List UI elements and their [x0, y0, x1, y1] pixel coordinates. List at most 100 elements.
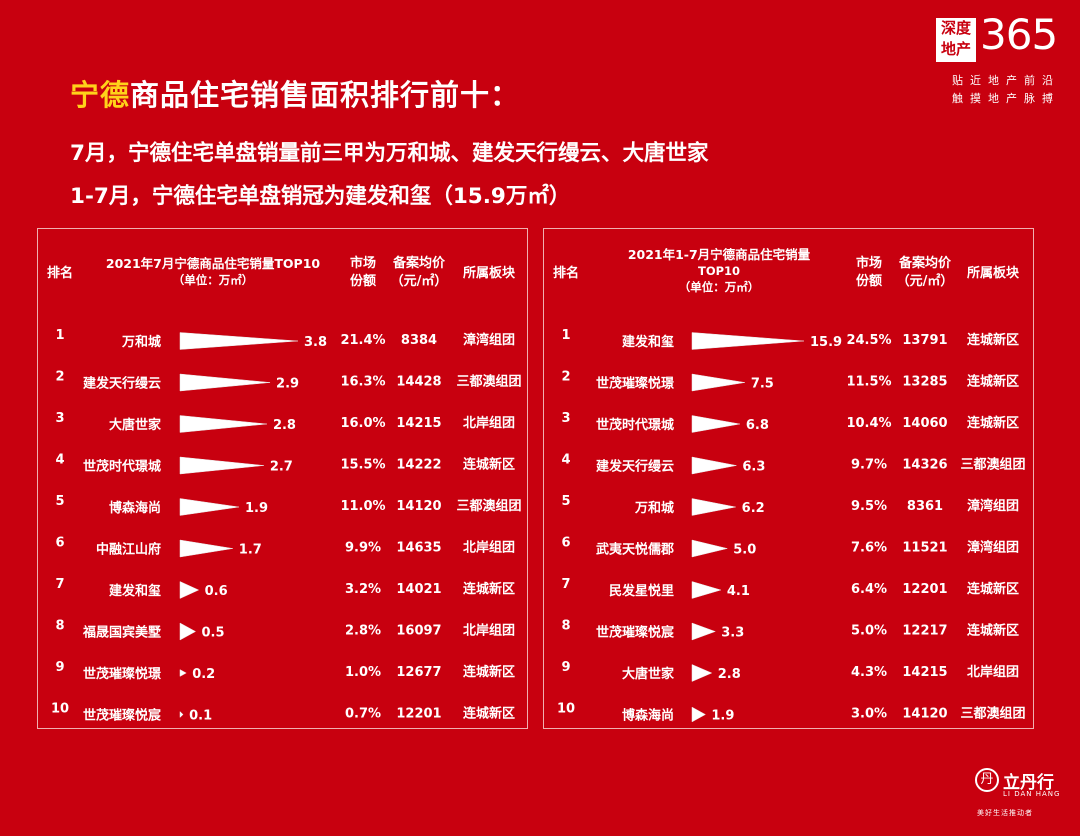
- brand-slogan-2: 触摸地产脉搏: [952, 92, 1060, 105]
- project-name-label: 世茂璀璨悦宸: [596, 625, 675, 641]
- project-name-label: 世茂璀璨悦宸: [83, 708, 162, 724]
- chart-title-3: （单位：万㎡）: [679, 280, 760, 294]
- sales-area-data-label: 0.5: [202, 626, 225, 641]
- col-price-header-2: （元/㎡）: [391, 273, 448, 289]
- project-name-label: 武夷天悦儒郡: [596, 542, 674, 558]
- rank-label: 2: [561, 370, 570, 385]
- project-name-label: 万和城: [121, 334, 161, 350]
- sales-area-data-label: 2.8: [273, 418, 296, 433]
- col-district-header: 所属板块: [463, 265, 516, 281]
- avg-price-label: 14021: [396, 582, 441, 597]
- project-name-label: 博森海尚: [622, 708, 674, 724]
- district-label: 北岸组团: [463, 623, 515, 639]
- sales-area-data-label: 6.8: [746, 418, 769, 433]
- market-share-label: 1.0%: [345, 665, 381, 680]
- district-label: 三都澳组团: [960, 457, 1025, 473]
- rank-label: 5: [55, 494, 64, 509]
- col-share-header-1: 市场: [856, 255, 882, 271]
- col-district-header: 所属板块: [967, 265, 1020, 281]
- sales-area-data-label: 2.7: [270, 460, 293, 475]
- rank-label: 6: [55, 536, 64, 551]
- brand-slogan-1: 贴近地产前沿: [952, 74, 1060, 87]
- sales-area-bar: [179, 373, 271, 392]
- market-share-label: 2.8%: [345, 624, 381, 639]
- market-share-label: 0.7%: [345, 707, 381, 722]
- project-name-label: 大唐世家: [109, 417, 162, 433]
- project-name-label: 中融江山府: [96, 542, 161, 558]
- avg-price-label: 11521: [902, 541, 947, 556]
- project-name-label: 福晟国宾美墅: [82, 625, 161, 641]
- rank-label: 3: [561, 411, 570, 426]
- ytd-top10-panel: 排名 市场 份额 备案均价 （元/㎡） 所属板块 2021年1-7月宁德商品住宅销量 TOP1…: [543, 228, 1034, 729]
- district-label: 连城新区: [463, 457, 515, 473]
- col-share-header-2: 份额: [350, 273, 376, 289]
- avg-price-label: 14326: [902, 458, 947, 473]
- subtitle-ytd: 1-7月，宁德住宅单盘销冠为建发和玺（15.9万㎡）: [70, 184, 571, 209]
- avg-price-label: 12201: [396, 707, 441, 722]
- sales-area-data-label: 0.2: [192, 667, 215, 682]
- district-label: 北岸组团: [463, 540, 515, 556]
- rank-label: 1: [561, 328, 570, 343]
- avg-price-label: 8384: [401, 333, 437, 348]
- brand-box-line2: 地产: [940, 40, 971, 58]
- district-label: 连城新区: [463, 706, 515, 722]
- brand-number: 365: [980, 10, 1058, 59]
- rank-label: 9: [561, 660, 570, 675]
- market-share-label: 4.3%: [851, 665, 887, 680]
- lidanhang-name: 立丹行: [1003, 773, 1054, 793]
- rank-label: 7: [55, 577, 64, 592]
- market-share-label: 9.9%: [345, 541, 381, 556]
- market-share-label: 10.4%: [846, 416, 891, 431]
- market-share-label: 11.5%: [846, 375, 891, 390]
- col-price-header-1: 备案均价: [392, 255, 446, 271]
- sales-area-bar: [691, 456, 737, 475]
- col-price-header-1: 备案均价: [898, 255, 952, 271]
- lidanhang-mark-icon: 丹: [975, 768, 999, 792]
- project-name-label: 建发和玺: [109, 583, 161, 599]
- market-share-label: 5.0%: [851, 624, 887, 639]
- sales-area-data-label: 1.9: [711, 709, 734, 724]
- avg-price-label: 14215: [396, 416, 441, 431]
- chart-title-2: （单位：万㎡）: [173, 273, 254, 287]
- sales-area-bar: [691, 581, 722, 599]
- district-label: 北岸组团: [967, 664, 1019, 680]
- district-label: 连城新区: [967, 581, 1019, 597]
- sales-area-bar: [691, 706, 706, 723]
- sales-area-data-label: 7.5: [751, 377, 774, 392]
- project-name-label: 建发和玺: [622, 334, 674, 350]
- sales-area-bar: [691, 539, 728, 558]
- project-name-label: 建发天行缦云: [596, 459, 674, 475]
- sales-area-bar: [691, 415, 740, 433]
- sales-area-data-label: 4.1: [727, 584, 750, 599]
- sales-area-data-label: 3.8: [304, 335, 327, 350]
- market-share-label: 21.4%: [340, 333, 385, 348]
- avg-price-label: 12677: [396, 665, 441, 680]
- market-share-label: 15.5%: [340, 458, 385, 473]
- page-title: 宁德商品住宅销售面积排行前十：: [70, 72, 520, 114]
- sales-area-data-label: 6.3: [742, 460, 765, 475]
- sales-area-data-label: 5.0: [733, 543, 756, 558]
- sales-area-bar: [691, 332, 805, 350]
- district-label: 漳湾组团: [967, 540, 1019, 556]
- avg-price-label: 14428: [396, 375, 441, 390]
- district-label: 连城新区: [967, 415, 1019, 431]
- district-label: 连城新区: [967, 374, 1019, 390]
- rank-label: 7: [561, 577, 570, 592]
- lidanhang-logo: 丹 立丹行 LI DAN HANG 美好生活推动者: [975, 768, 1065, 828]
- project-name-label: 世茂时代璟城: [83, 459, 161, 475]
- rank-label: 9: [55, 660, 64, 675]
- col-price-header-2: （元/㎡）: [897, 273, 954, 289]
- avg-price-label: 14635: [396, 541, 441, 556]
- rank-label: 10: [557, 702, 575, 717]
- district-label: 连城新区: [463, 664, 515, 680]
- market-share-label: 24.5%: [846, 333, 891, 348]
- col-share-header-2: 份额: [856, 273, 882, 289]
- lidanhang-name-en: LI DAN HANG: [1003, 790, 1061, 798]
- sales-area-data-label: 3.3: [721, 626, 744, 641]
- sales-area-bar: [179, 581, 200, 599]
- project-name-label: 博森海尚: [109, 500, 161, 516]
- market-share-label: 9.5%: [851, 499, 887, 514]
- sales-area-bar: [691, 498, 736, 516]
- title-rest: 商品住宅销售面积排行前十：: [130, 78, 521, 112]
